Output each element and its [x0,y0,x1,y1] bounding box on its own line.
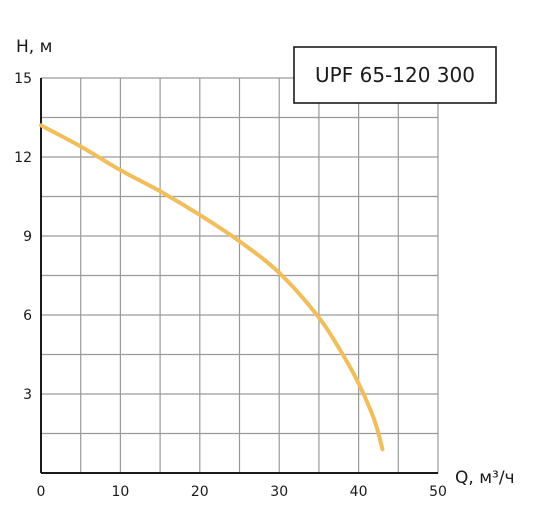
axes [40,78,438,474]
series [39,123,385,452]
chart-title: UPF 65-120 300 [315,63,475,87]
y-tick-label: 15 [14,71,32,87]
tick-labels: 0 10 20 30 40 50 3 6 9 12 15 [14,71,447,500]
x-tick-label: 40 [350,484,368,500]
x-tick-label: 0 [37,484,46,500]
x-tick-label: 50 [429,484,447,500]
y-tick-label: 9 [23,229,32,245]
series-line [39,123,385,452]
x-tick-label: 30 [270,484,288,500]
grid [41,77,439,473]
y-tick-label: 6 [23,308,32,324]
title-box-frame [293,46,497,104]
title-box: UPF 65-120 300 [293,46,497,104]
y-axis-label: H, м [16,37,52,57]
y-tick-label: 12 [14,150,32,166]
x-tick-label: 10 [111,484,129,500]
y-tick-label: 3 [23,387,32,403]
x-axis-label: Q, м³/ч [455,468,515,488]
x-tick-label: 20 [191,484,209,500]
